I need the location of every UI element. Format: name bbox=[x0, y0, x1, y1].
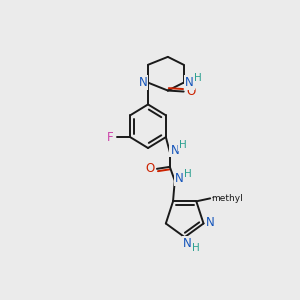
Text: N: N bbox=[170, 143, 179, 157]
Text: H: H bbox=[179, 140, 187, 150]
Text: methyl: methyl bbox=[219, 198, 224, 199]
Text: methyl: methyl bbox=[211, 194, 243, 203]
Text: methyl: methyl bbox=[212, 197, 217, 198]
Text: O: O bbox=[146, 162, 154, 175]
Text: F: F bbox=[107, 130, 114, 144]
Text: N: N bbox=[183, 237, 192, 250]
Text: O: O bbox=[186, 85, 195, 98]
Text: N: N bbox=[185, 76, 194, 89]
Text: N: N bbox=[175, 172, 184, 185]
Text: N: N bbox=[206, 216, 215, 229]
Text: N: N bbox=[139, 76, 147, 89]
Text: H: H bbox=[194, 73, 201, 83]
Text: H: H bbox=[192, 243, 200, 253]
Text: H: H bbox=[184, 169, 191, 179]
